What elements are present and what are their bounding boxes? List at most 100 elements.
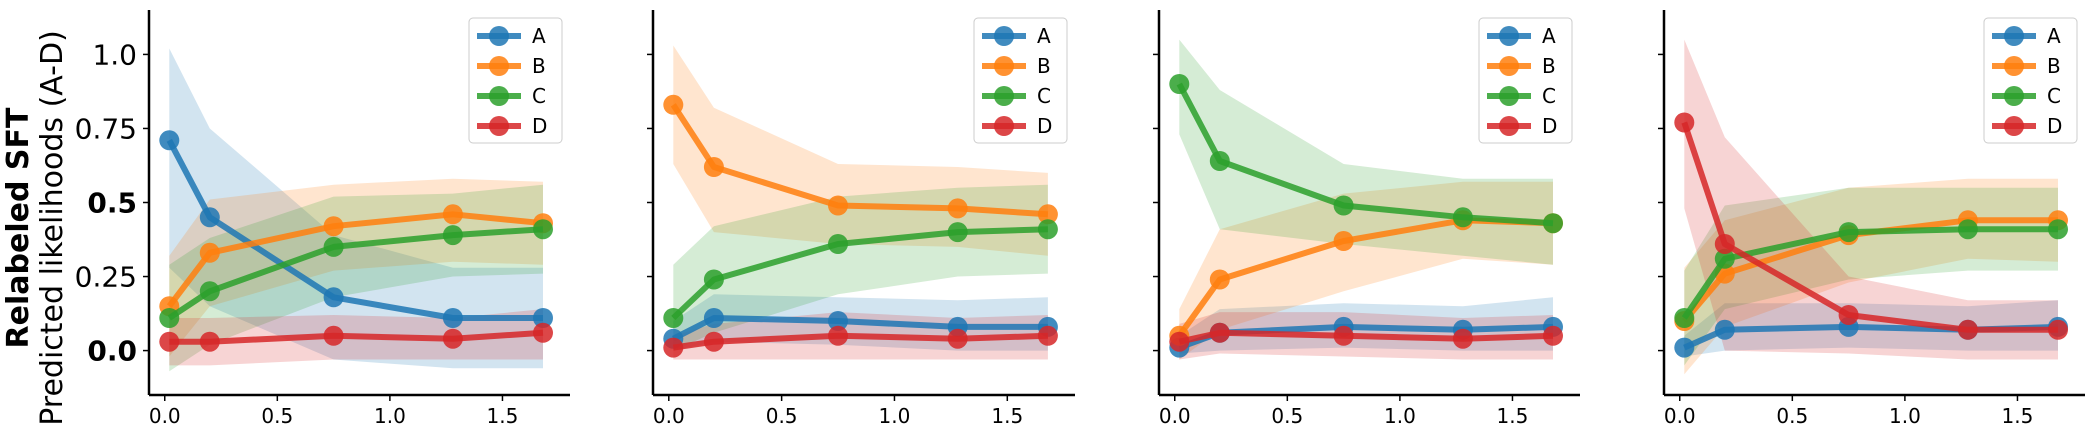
x-tick-label: 0.5 bbox=[261, 404, 293, 428]
data-point-b bbox=[442, 204, 463, 225]
y-tick-label: 0.25 bbox=[75, 261, 137, 294]
x-tick-label: 0.0 bbox=[653, 404, 685, 428]
data-point-b bbox=[1333, 231, 1354, 251]
data-point-c bbox=[1838, 222, 1859, 243]
data-point-b bbox=[323, 216, 344, 237]
legend-swatch-marker-d bbox=[1499, 116, 1519, 136]
data-point-b bbox=[663, 94, 684, 115]
data-point-d bbox=[323, 325, 344, 346]
data-point-c bbox=[199, 281, 220, 302]
legend-label-a: A bbox=[1037, 24, 1051, 48]
data-point-d bbox=[828, 325, 848, 346]
data-point-d bbox=[2048, 319, 2068, 340]
legend-label-a: A bbox=[532, 24, 546, 48]
data-point-c bbox=[1333, 195, 1354, 216]
legend-label-c: C bbox=[532, 84, 546, 108]
legend-frame bbox=[973, 17, 1068, 144]
data-point-a bbox=[703, 308, 724, 328]
legend-swatch-marker-c bbox=[2004, 86, 2024, 106]
data-point-c bbox=[947, 222, 968, 243]
legend-label-c: C bbox=[1037, 84, 1051, 108]
legend-swatch-marker-a bbox=[1499, 26, 1519, 46]
data-point-c bbox=[323, 236, 344, 257]
x-tick-label: 0.0 bbox=[1664, 404, 1696, 428]
data-point-d bbox=[947, 328, 968, 349]
legend-swatch-marker-d bbox=[994, 116, 1014, 136]
legend-swatch-marker-a bbox=[2004, 26, 2024, 46]
data-point-d bbox=[1838, 305, 1859, 325]
data-point-d bbox=[703, 331, 724, 352]
y-tick-label: 0.75 bbox=[75, 112, 137, 145]
data-point-d bbox=[442, 328, 463, 349]
x-tick-label: 0.5 bbox=[1271, 404, 1303, 428]
data-point-c bbox=[1169, 74, 1190, 94]
data-point-c bbox=[1957, 219, 1978, 240]
legend-label-b: B bbox=[1542, 54, 1556, 78]
data-point-d bbox=[1674, 112, 1695, 133]
data-point-a bbox=[323, 287, 344, 308]
data-point-b bbox=[1037, 204, 1058, 225]
x-tick-label: 1.0 bbox=[1384, 404, 1416, 428]
ylabel-bold-text: Relabeled SFT bbox=[1, 107, 36, 348]
legend-frame bbox=[468, 17, 563, 144]
legend-swatch-marker-b bbox=[489, 56, 509, 76]
legend-swatch-marker-a bbox=[489, 26, 509, 46]
data-point-c bbox=[1714, 248, 1735, 269]
x-tick-label: 0.5 bbox=[766, 404, 798, 428]
x-tick-label: 0.5 bbox=[1776, 404, 1808, 428]
data-point-c bbox=[1543, 213, 1563, 234]
x-tick-label: 1.5 bbox=[487, 404, 519, 428]
data-point-b bbox=[947, 198, 968, 219]
legend-label-a: A bbox=[2047, 24, 2061, 48]
legend-label-d: D bbox=[1037, 114, 1052, 138]
x-tick-label: 1.0 bbox=[1889, 404, 1921, 428]
legend-label-a: A bbox=[1542, 24, 1556, 48]
data-point-b bbox=[1209, 269, 1230, 290]
data-point-d bbox=[1333, 325, 1354, 346]
legend-label-d: D bbox=[1542, 114, 1557, 138]
legend-label-d: D bbox=[2047, 114, 2062, 138]
data-point-d bbox=[663, 337, 684, 358]
x-tick-label: 1.5 bbox=[991, 404, 1023, 428]
y-tick-label: 0.0 bbox=[87, 335, 137, 368]
data-point-d bbox=[533, 322, 553, 343]
x-tick-label: 1.5 bbox=[2002, 404, 2034, 428]
legend-swatch-marker-b bbox=[1499, 56, 1519, 76]
legend-label-c: C bbox=[1542, 84, 1556, 108]
data-point-c bbox=[828, 234, 848, 254]
data-point-d bbox=[1543, 325, 1563, 346]
data-point-a bbox=[1714, 319, 1735, 340]
legend-swatch-marker-d bbox=[489, 116, 509, 136]
y-axis-title: Relabeled SFT Predicted likelihoods (A-D… bbox=[1, 30, 70, 426]
legend-swatch-marker-a bbox=[994, 26, 1014, 46]
legend-swatch-marker-c bbox=[1499, 86, 1519, 106]
data-point-b bbox=[703, 157, 724, 177]
y-tick-label: 0.5 bbox=[87, 187, 137, 220]
data-point-c bbox=[663, 308, 684, 328]
x-tick-label: 0.0 bbox=[149, 404, 181, 428]
data-point-c bbox=[1674, 308, 1695, 328]
legend-label-b: B bbox=[1037, 54, 1051, 78]
legend-swatch-marker-b bbox=[994, 56, 1014, 76]
data-point-d bbox=[1714, 234, 1735, 254]
data-point-b bbox=[199, 242, 220, 263]
data-point-c bbox=[2048, 219, 2068, 240]
ylabel-text: Predicted likelihoods (A-D) bbox=[35, 30, 70, 426]
data-point-c bbox=[159, 308, 180, 328]
data-point-c bbox=[1209, 151, 1230, 171]
data-point-d bbox=[1452, 328, 1473, 349]
data-point-d bbox=[159, 331, 180, 352]
legend-label-b: B bbox=[2047, 54, 2061, 78]
legend-frame bbox=[1478, 17, 1573, 144]
legend-label-b: B bbox=[532, 54, 546, 78]
data-point-d bbox=[1037, 325, 1058, 346]
data-point-b bbox=[828, 195, 848, 216]
data-point-d bbox=[1957, 319, 1978, 340]
